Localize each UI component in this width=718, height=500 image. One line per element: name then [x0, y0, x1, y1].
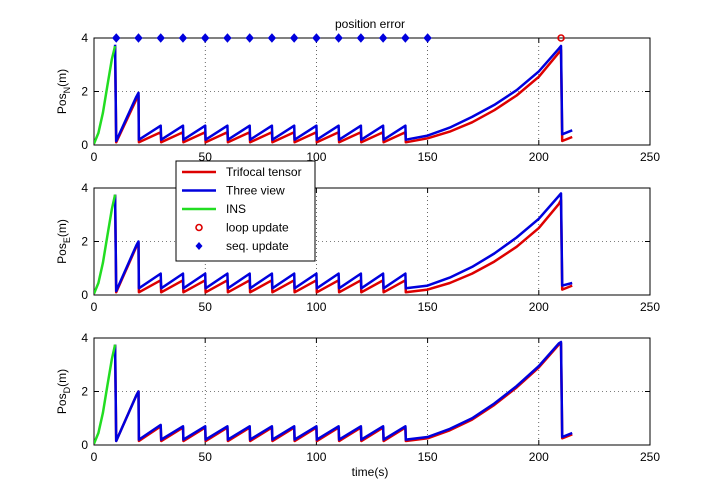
- x-tick-label: 0: [91, 450, 98, 464]
- legend-label: Three view: [226, 184, 285, 198]
- seq-update-marker: [378, 33, 388, 43]
- y-label-sub: E: [62, 237, 72, 243]
- seq-update-marker: [401, 33, 410, 43]
- y-label-unit: (m): [55, 69, 69, 87]
- legend-entry: Trifocal tensor: [182, 165, 302, 179]
- seq-update-marker: [267, 33, 277, 43]
- x-tick-label: 250: [640, 450, 660, 464]
- x-tick-label: 250: [640, 150, 660, 164]
- y-axis-label: PosD(m): [55, 369, 72, 414]
- seq-update-marker: [156, 33, 165, 43]
- y-label-unit: (m): [55, 219, 69, 237]
- legend-swatch-circle: [195, 223, 203, 232]
- x-tick-label: 50: [199, 300, 213, 314]
- x-tick-label: 200: [529, 450, 549, 464]
- x-tick-label: 150: [418, 150, 438, 164]
- y-tick-label: 2: [81, 385, 88, 399]
- y-tick-label: 4: [81, 181, 88, 195]
- legend-label: loop update: [226, 221, 289, 235]
- panel-east: 0 50 100 150 200 250 0 2 4 PosE(m): [55, 181, 660, 314]
- seq-update-marker: [245, 33, 254, 43]
- seq-update-marker: [356, 33, 366, 43]
- legend-swatch-diamond: [195, 242, 203, 250]
- x-tick-label: 250: [640, 300, 660, 314]
- y-tick-label: 2: [81, 235, 88, 249]
- y-label-main: Pos: [55, 93, 69, 114]
- x-tick-label: 100: [306, 450, 326, 464]
- legend-label: INS: [226, 202, 246, 216]
- panel-down: 0 50 100 150 200 250 0 2 4 PosD(m): [55, 331, 660, 464]
- seq-update-marker: [134, 33, 143, 43]
- legend-label: Trifocal tensor: [226, 165, 302, 179]
- y-tick-label: 0: [81, 138, 88, 152]
- y-axis-label: PosE(m): [55, 219, 72, 264]
- seq-update-marker: [112, 33, 121, 43]
- y-tick-label: 4: [81, 31, 88, 45]
- loop-update-marker: [557, 34, 565, 42]
- seq-update-marker: [201, 33, 210, 43]
- legend-entry: Three view: [182, 184, 285, 198]
- series-line-ins: [94, 194, 117, 295]
- series-line-three-view: [113, 44, 573, 143]
- series-line-three-view: [113, 340, 573, 443]
- x-tick-label: 0: [91, 150, 98, 164]
- x-tick-label: 200: [529, 300, 549, 314]
- x-tick-label: 200: [529, 150, 549, 164]
- series-line-ins: [94, 344, 117, 445]
- y-axis-label: PosN(m): [55, 69, 72, 114]
- legend-entry: loop update: [195, 221, 289, 235]
- y-label-sub: D: [62, 386, 72, 393]
- series-line-ins: [94, 45, 117, 145]
- x-tick-label: 150: [418, 300, 438, 314]
- chart-title: position error: [335, 17, 405, 31]
- y-tick-label: 0: [81, 288, 88, 302]
- y-label-main: Pos: [55, 243, 69, 264]
- y-label-main: Pos: [55, 393, 69, 414]
- legend-entry: seq. update: [195, 239, 289, 253]
- x-tick-label: 100: [306, 300, 326, 314]
- x-axis-label: time(s): [352, 465, 389, 479]
- seq-update-marker: [289, 33, 299, 43]
- legend: Trifocal tensor Three view INS loop update s…: [175, 160, 316, 262]
- legend-entry: INS: [182, 202, 246, 216]
- y-label-sub: N: [62, 87, 72, 94]
- seq-update-marker: [423, 33, 432, 43]
- x-tick-label: 150: [418, 450, 438, 464]
- series-line-three-view: [113, 192, 573, 293]
- seq-update-marker: [334, 33, 343, 43]
- legend-label: seq. update: [226, 239, 289, 253]
- y-tick-label: 4: [81, 331, 88, 345]
- seq-update-marker: [223, 33, 232, 43]
- y-tick-label: 0: [81, 438, 88, 452]
- seq-update-marker: [178, 33, 188, 43]
- y-tick-label: 2: [81, 85, 88, 99]
- x-tick-label: 50: [199, 450, 213, 464]
- x-tick-label: 0: [91, 300, 98, 314]
- seq-update-marker: [312, 33, 321, 43]
- y-label-unit: (m): [55, 369, 69, 387]
